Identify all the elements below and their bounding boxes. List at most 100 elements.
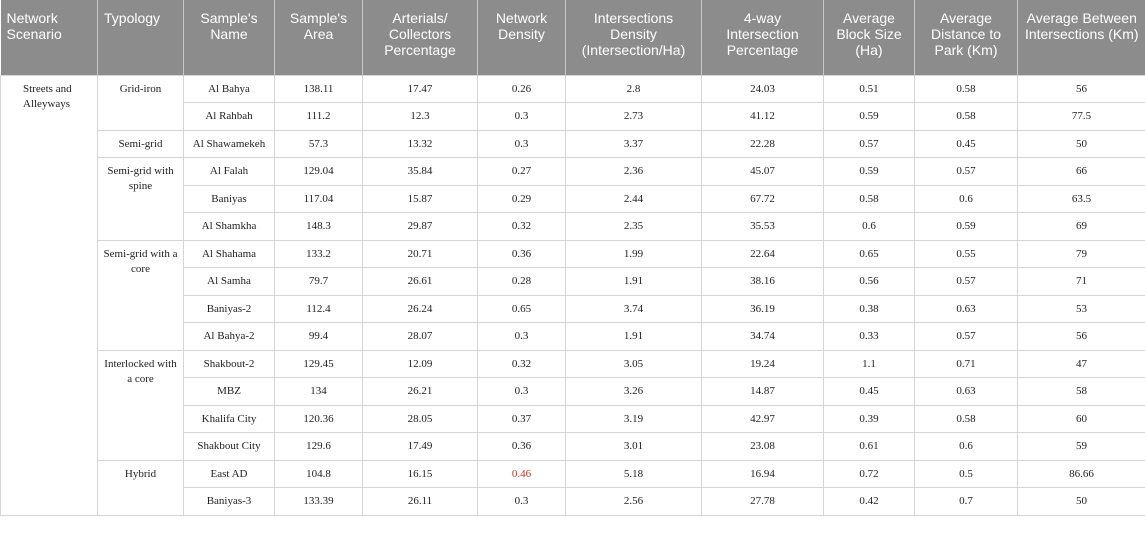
table-row: Streets and Alleyways Grid-iron Al Bahya 13… [0, 74, 1145, 516]
four-way-percentage-cell: 45.07 [701, 157, 824, 186]
four-way-percentage-cell: 22.64 [701, 239, 824, 268]
block-size-cell: 1.1 [823, 349, 915, 378]
arterials-percentage-cell: 16.15 [362, 459, 478, 488]
between-intersections-cell: 60 [1017, 404, 1145, 433]
between-intersections-cell: 59 [1017, 432, 1145, 461]
distance-to-park-cell: 0.58 [914, 74, 1018, 103]
between-intersections-cell: 58 [1017, 377, 1145, 406]
network-density-cell: 0.36 [477, 432, 566, 461]
sample-area-cell: 129.04 [274, 157, 363, 186]
typology-cell: Semi-grid [97, 129, 184, 158]
sample-name-cell: Khalifa City [183, 404, 275, 433]
distance-to-park-cell: 0.58 [914, 102, 1018, 131]
network-density-cell: 0.29 [477, 184, 566, 213]
intersections-density-cell: 3.05 [565, 349, 702, 378]
network-density-cell: 0.37 [477, 404, 566, 433]
arterials-percentage-cell: 28.05 [362, 404, 478, 433]
intersections-density-cell: 1.91 [565, 322, 702, 351]
block-size-cell: 0.59 [823, 157, 915, 186]
arterials-percentage-cell: 28.07 [362, 322, 478, 351]
arterials-percentage-cell: 26.61 [362, 267, 478, 296]
column-header-network-scenario: Network Scenario [0, 0, 98, 75]
network-density-cell: 0.36 [477, 239, 566, 268]
arterials-percentage-cell: 15.87 [362, 184, 478, 213]
four-way-percentage-cell: 24.03 [701, 74, 824, 103]
block-size-cell: 0.72 [823, 459, 915, 488]
table-row: Baniyas-3 133.39 26.11 0.3 2.56 27.78 0.42 0.7 5… [1, 487, 1145, 516]
intersections-density-cell: 1.99 [565, 239, 702, 268]
network-density-cell: 0.27 [477, 157, 566, 186]
four-way-percentage-cell: 27.78 [701, 487, 824, 516]
network-scenario-cell: Streets and Alleyways [0, 74, 98, 516]
between-intersections-cell: 79 [1017, 239, 1145, 268]
distance-to-park-cell: 0.6 [914, 184, 1018, 213]
sample-name-cell: Shakbout-2 [183, 349, 275, 378]
network-density-cell: 0.3 [477, 487, 566, 516]
four-way-percentage-cell: 14.87 [701, 377, 824, 406]
network-density-cell: 0.3 [477, 129, 566, 158]
table-row: Al Shamkha 148.3 29.87 0.32 2.35 35.53 0.6 0.59… [1, 212, 1145, 241]
sample-name-cell: Al Bahya-2 [183, 322, 275, 351]
intersections-density-cell: 3.26 [565, 377, 702, 406]
sample-area-cell: 148.3 [274, 212, 363, 241]
table-row: Semi-grid with a core Al Shahama 133.2 20.7… [1, 239, 1145, 351]
arterials-percentage-cell: 26.24 [362, 294, 478, 323]
sample-area-cell: 117.04 [274, 184, 363, 213]
typology-cell: Interlocked with a core [97, 349, 184, 461]
sample-area-cell: 111.2 [274, 102, 363, 131]
four-way-percentage-cell: 22.28 [701, 129, 824, 158]
sample-area-cell: 133.39 [274, 487, 363, 516]
arterials-percentage-cell: 13.32 [362, 129, 478, 158]
typology-cell: Hybrid [97, 459, 184, 516]
arterials-percentage-cell: 26.21 [362, 377, 478, 406]
between-intersections-cell: 71 [1017, 267, 1145, 296]
block-size-cell: 0.59 [823, 102, 915, 131]
sample-area-cell: 133.2 [274, 239, 363, 268]
distance-to-park-cell: 0.57 [914, 267, 1018, 296]
block-size-cell: 0.38 [823, 294, 915, 323]
network-density-cell: 0.28 [477, 267, 566, 296]
sample-name-cell: Shakbout City [183, 432, 275, 461]
intersections-density-cell: 1.91 [565, 267, 702, 296]
block-size-cell: 0.57 [823, 129, 915, 158]
column-header-four-way-intersection-percentage: 4-way Intersection Percentage [701, 0, 824, 75]
typology-cell: Semi-grid with spine [97, 157, 184, 241]
block-size-cell: 0.45 [823, 377, 915, 406]
sample-area-cell: 57.3 [274, 129, 363, 158]
column-header-average-distance-to-park: Average Distance to Park (Km) [914, 0, 1018, 75]
column-header-typology: Typology [97, 0, 184, 75]
intersections-density-cell: 3.01 [565, 432, 702, 461]
data-table: Network Scenario Typology Sample's Name Sam… [0, 0, 1145, 516]
sample-name-cell: Al Shawamekeh [183, 129, 275, 158]
sample-area-cell: 79.7 [274, 267, 363, 296]
four-way-percentage-cell: 19.24 [701, 349, 824, 378]
intersections-density-cell: 3.74 [565, 294, 702, 323]
between-intersections-cell: 50 [1017, 487, 1145, 516]
column-header-average-between-intersections: Average Between Intersections (Km) [1017, 0, 1145, 75]
sample-name-cell: Baniyas-2 [183, 294, 275, 323]
sample-name-cell: Al Falah [183, 157, 275, 186]
table-row: Hybrid East AD 104.8 16.15 0.46 5.18 16.94 0.72… [1, 459, 1145, 516]
block-size-cell: 0.42 [823, 487, 915, 516]
intersections-density-cell: 2.35 [565, 212, 702, 241]
block-size-cell: 0.33 [823, 322, 915, 351]
distance-to-park-cell: 0.59 [914, 212, 1018, 241]
sample-name-cell: Al Shamkha [183, 212, 275, 241]
arterials-percentage-cell: 12.3 [362, 102, 478, 131]
block-size-cell: 0.56 [823, 267, 915, 296]
sample-name-cell: Baniyas-3 [183, 487, 275, 516]
column-header-network-density: Network Density [477, 0, 566, 75]
distance-to-park-cell: 0.57 [914, 322, 1018, 351]
four-way-percentage-cell: 35.53 [701, 212, 824, 241]
intersections-density-cell: 3.19 [565, 404, 702, 433]
sample-area-cell: 129.45 [274, 349, 363, 378]
four-way-percentage-cell: 67.72 [701, 184, 824, 213]
table-row: Semi-grid Al Shawamekeh 57.3 13.32 0.3 3.37 22… [1, 129, 1145, 158]
table-body: Streets and Alleyways Grid-iron Al Bahya 13… [0, 74, 1145, 516]
table-row: Baniyas-2 112.4 26.24 0.65 3.74 36.19 0.38 0.63… [1, 294, 1145, 323]
distance-to-park-cell: 0.7 [914, 487, 1018, 516]
table-row: Al Rahbah 111.2 12.3 0.3 2.73 41.12 0.59 0.58 77… [1, 102, 1145, 131]
block-size-cell: 0.6 [823, 212, 915, 241]
four-way-percentage-cell: 42.97 [701, 404, 824, 433]
four-way-percentage-cell: 41.12 [701, 102, 824, 131]
